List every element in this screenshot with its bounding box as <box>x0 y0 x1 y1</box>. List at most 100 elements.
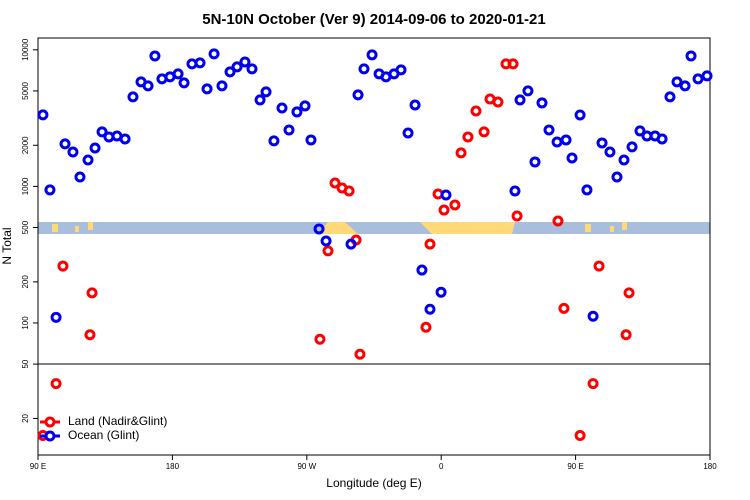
point <box>424 238 436 250</box>
point <box>246 63 258 75</box>
point <box>283 124 295 136</box>
map-strip <box>38 222 710 234</box>
point <box>440 189 452 201</box>
point <box>420 321 432 333</box>
point <box>449 199 461 211</box>
point <box>127 91 139 103</box>
legend-label: Land (Nadir&Glint) <box>68 414 167 428</box>
x-tick-label: 180 <box>703 462 717 471</box>
point <box>470 105 482 117</box>
point <box>492 96 504 108</box>
point <box>89 142 101 154</box>
point <box>692 73 704 85</box>
point <box>231 61 243 73</box>
point <box>551 136 563 148</box>
point <box>634 125 646 137</box>
point <box>462 131 474 143</box>
y-tick-label: 5000 <box>21 81 30 99</box>
point <box>611 171 623 183</box>
point <box>402 127 414 139</box>
point <box>37 109 49 121</box>
x-tick-label: 90 E <box>30 462 46 471</box>
point <box>620 329 632 341</box>
point <box>50 378 62 390</box>
point <box>320 235 332 247</box>
y-tick-label: 10000 <box>21 38 30 61</box>
point <box>305 134 317 146</box>
point <box>194 57 206 69</box>
point <box>291 106 303 118</box>
point <box>239 56 251 68</box>
point <box>395 64 407 76</box>
legend-marker <box>44 430 56 442</box>
point <box>208 48 220 60</box>
y-tick-label: 500 <box>21 220 30 234</box>
point <box>509 185 521 197</box>
point <box>511 210 523 222</box>
point <box>142 80 154 92</box>
point <box>478 126 490 138</box>
point <box>82 154 94 166</box>
point <box>626 141 638 153</box>
point <box>664 91 676 103</box>
point <box>149 50 161 62</box>
point <box>260 86 272 98</box>
point <box>574 430 586 442</box>
point <box>314 333 326 345</box>
point <box>507 58 519 70</box>
point <box>536 97 548 109</box>
point <box>57 260 69 272</box>
y-tick-label: 100 <box>21 316 30 330</box>
point <box>358 63 370 75</box>
point <box>313 223 325 235</box>
point <box>50 311 62 323</box>
legend-label: Ocean (Glint) <box>68 428 139 442</box>
point <box>74 171 86 183</box>
point <box>656 133 668 145</box>
x-tick-label: 180 <box>166 462 180 471</box>
y-axis-label: N Total <box>0 227 14 264</box>
point <box>435 286 447 298</box>
x-tick-label: 90 W <box>297 462 316 471</box>
y-tick-label: 1000 <box>21 177 30 195</box>
point <box>552 215 564 227</box>
point <box>574 109 586 121</box>
point <box>558 302 570 314</box>
point <box>566 152 578 164</box>
point <box>96 126 108 138</box>
point <box>560 134 572 146</box>
point <box>604 146 616 158</box>
point <box>299 100 311 112</box>
point <box>276 102 288 114</box>
point <box>216 80 228 92</box>
y-tick-label: 20 <box>21 413 30 422</box>
point <box>701 70 713 82</box>
chart-title: 5N-10N October (Ver 9) 2014-09-06 to 202… <box>202 11 546 28</box>
point <box>593 260 605 272</box>
point <box>543 124 555 136</box>
point <box>352 89 364 101</box>
point <box>529 156 541 168</box>
x-axis-label: Longitude (deg E) <box>326 476 421 490</box>
point <box>322 245 334 257</box>
point <box>354 348 366 360</box>
point <box>685 50 697 62</box>
y-tick-label: 2000 <box>21 136 30 154</box>
y-tick-label: 50 <box>21 359 30 368</box>
point <box>59 138 71 150</box>
point <box>84 329 96 341</box>
point <box>514 94 526 106</box>
point <box>455 147 467 159</box>
point <box>329 177 341 189</box>
point <box>343 185 355 197</box>
point <box>596 137 608 149</box>
point <box>119 133 131 145</box>
point <box>67 146 79 158</box>
x-tick-label: 0 <box>439 462 444 471</box>
point <box>178 77 190 89</box>
point <box>679 80 691 92</box>
point <box>345 238 357 250</box>
point <box>623 287 635 299</box>
point <box>224 66 236 78</box>
